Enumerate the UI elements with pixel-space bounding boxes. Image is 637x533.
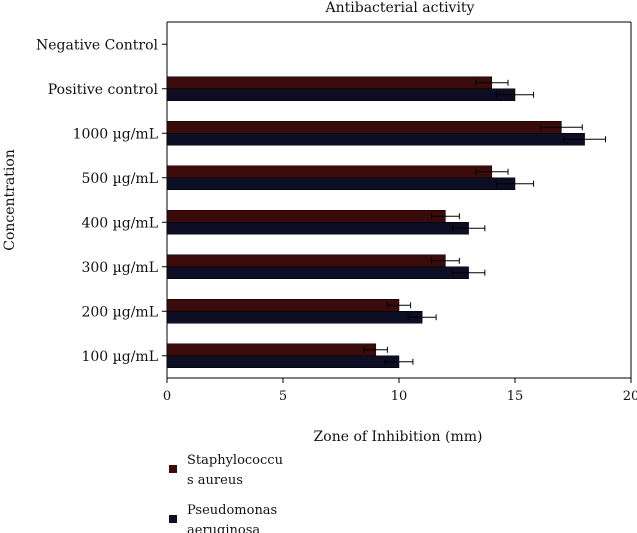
bar-series-2: [166, 133, 585, 146]
y-tick-label: 500 µg/mL: [81, 171, 158, 187]
y-tick-label: Negative Control: [36, 37, 158, 53]
y-tick-label: 200 µg/mL: [81, 304, 158, 320]
bar-series-2: [166, 222, 469, 235]
x-tick-label: 20: [623, 389, 637, 404]
bar-series-1: [166, 210, 446, 223]
x-tick-label: 5: [279, 389, 287, 404]
bar-series-2: [166, 355, 400, 368]
x-tick-label: 10: [391, 389, 408, 404]
bar-series-2: [166, 88, 516, 101]
x-tick-label: 15: [507, 389, 524, 404]
bar-series-2: [166, 311, 423, 324]
y-tick-label: Positive control: [48, 82, 159, 98]
x-axis-label: Zone of Inhibition (mm): [314, 429, 483, 445]
bar-series-1: [166, 76, 493, 89]
y-tick-label: 100 µg/mL: [81, 349, 158, 365]
bar-series-1: [166, 165, 493, 178]
y-tick-label: 1000 µg/mL: [73, 126, 158, 142]
legend-label-2: aeruginosa: [187, 523, 260, 533]
legend-label-1: s aureus: [187, 473, 243, 488]
bar-series-1: [166, 121, 562, 134]
bar-series-2: [166, 177, 516, 190]
x-tick-label: 0: [163, 389, 171, 404]
bar-series-1: [166, 343, 377, 356]
legend-label-1: Staphylococcu: [187, 453, 283, 468]
bar-series-2: [166, 266, 469, 279]
bar-series-1: [166, 254, 446, 267]
legend-label-2: Pseudomonas: [187, 503, 277, 518]
legend-swatch-1: [169, 465, 177, 473]
y-tick-label: 300 µg/mL: [81, 260, 158, 276]
y-axis-label: Concentration: [2, 149, 18, 251]
bar-series-1: [166, 299, 400, 312]
legend-swatch-2: [169, 515, 177, 523]
legend: Staphylococcu s aureus Pseudomonas aerugino…: [169, 453, 283, 533]
chart-title: Antibacterial activity: [325, 0, 475, 16]
plot-area: 0 5 10 15 20 Negative Control Positive control…: [36, 21, 637, 404]
y-tick-label: 400 µg/mL: [81, 215, 158, 231]
